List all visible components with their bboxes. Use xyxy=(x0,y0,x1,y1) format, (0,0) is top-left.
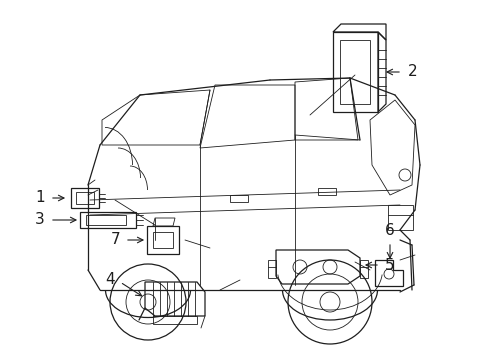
Bar xyxy=(387,205,412,230)
Text: 3: 3 xyxy=(35,212,45,228)
Text: 4: 4 xyxy=(105,273,115,288)
Text: 2: 2 xyxy=(407,64,417,80)
Text: 5: 5 xyxy=(384,257,394,273)
Bar xyxy=(359,260,367,278)
Text: 1: 1 xyxy=(35,190,45,206)
Bar xyxy=(229,195,247,202)
Text: 6: 6 xyxy=(385,223,394,238)
Bar xyxy=(317,188,335,195)
Text: 7: 7 xyxy=(110,233,120,248)
Bar xyxy=(267,260,275,278)
